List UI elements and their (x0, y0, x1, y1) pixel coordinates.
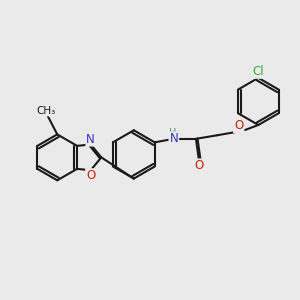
Text: CH₃: CH₃ (36, 106, 56, 116)
Text: N: N (86, 133, 95, 146)
Text: O: O (234, 119, 243, 132)
Text: H: H (169, 128, 176, 138)
Text: O: O (86, 169, 95, 182)
Text: Cl: Cl (253, 65, 264, 78)
Text: N: N (169, 132, 178, 145)
Text: O: O (194, 159, 203, 172)
